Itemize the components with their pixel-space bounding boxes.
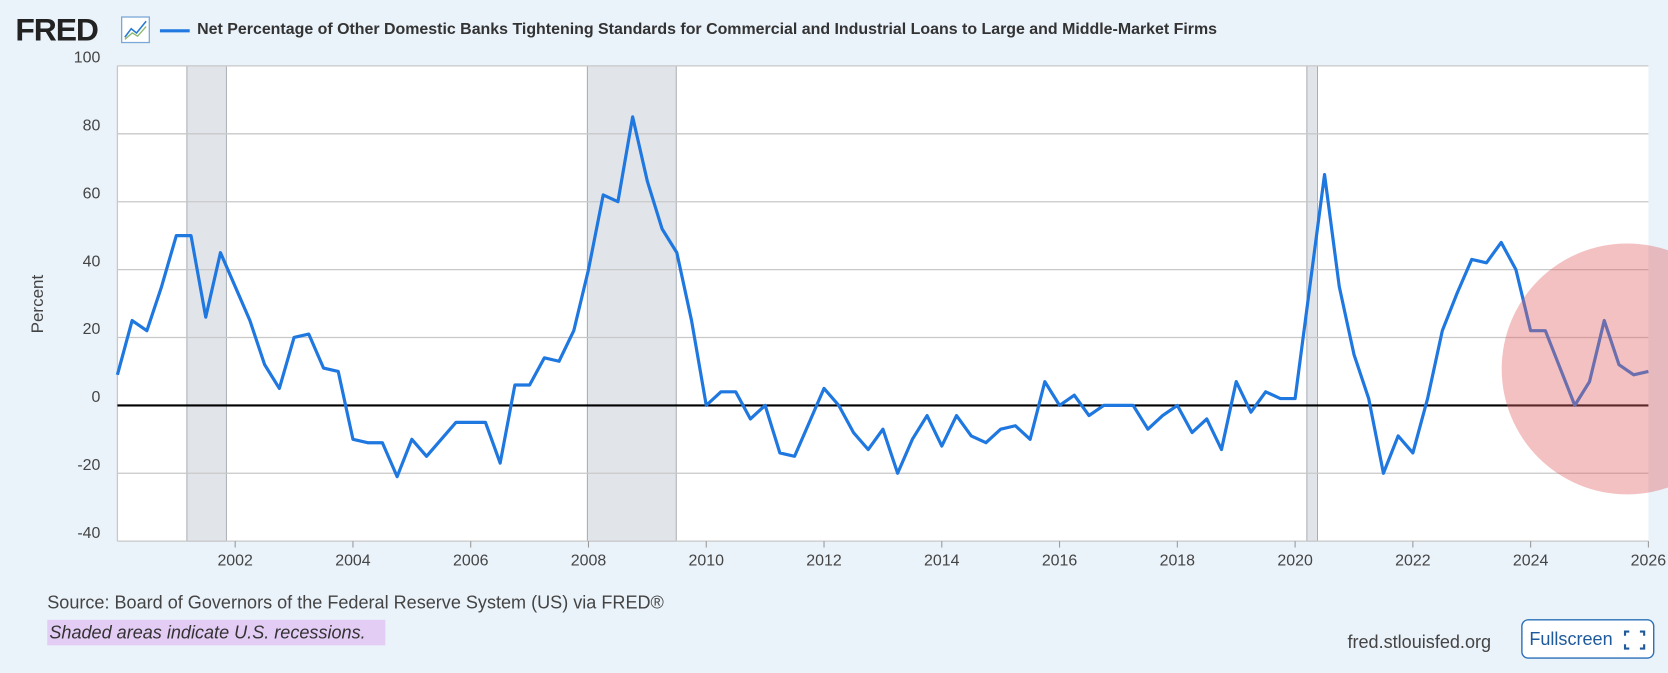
x-tick-label: 2022 — [1395, 553, 1431, 570]
y-tick-label: 60 — [83, 185, 101, 202]
y-tick-label: -40 — [77, 525, 100, 542]
button-icon[interactable] — [1623, 630, 1646, 650]
note-highlight — [47, 619, 386, 646]
y-tick-label: -20 — [77, 457, 100, 474]
button-label[interactable]: Fullscreen — [1529, 629, 1612, 649]
plot-area — [117, 65, 1649, 542]
recession-band — [586, 65, 677, 542]
data-line — [115, 115, 1649, 479]
button-frame[interactable] — [1521, 619, 1655, 659]
source: Source: Board of Governors of the Federa… — [47, 593, 664, 613]
fullscreen-button[interactable]: Fullscreen — [1521, 619, 1655, 659]
x-tick-label: 2014 — [924, 553, 960, 570]
x-tick-label: 2004 — [335, 553, 371, 570]
x-tick-label: 2006 — [453, 553, 489, 570]
x-tick-label: 2026 — [1631, 553, 1667, 570]
x-tick-label: 2024 — [1513, 553, 1549, 570]
x-tick-label: 2016 — [1042, 553, 1078, 570]
y-tick-label: 20 — [83, 321, 101, 338]
x-tick-label: 2012 — [806, 553, 842, 570]
y-tick-label: 0 — [92, 389, 101, 406]
x-tick-label: 2020 — [1277, 553, 1313, 570]
logo: FRED — [15, 11, 98, 47]
y-tick-label: 100 — [74, 50, 101, 67]
highlight-circle — [1501, 243, 1668, 495]
x-tick-label: 2008 — [571, 553, 607, 570]
recession-band — [186, 65, 227, 542]
x-tick-label: 2010 — [689, 553, 725, 570]
note: Shaded areas indicate U.S. recessions. — [49, 622, 365, 642]
y-axis-label: Percent — [28, 275, 47, 334]
site: fred.stlouisfed.org — [1347, 632, 1491, 652]
x-tick-label: 2018 — [1160, 553, 1196, 570]
legend-title: Net Percentage of Other Domestic Banks T… — [197, 21, 1217, 38]
y-tick-label: 80 — [83, 118, 101, 135]
y-tick-label: 40 — [83, 253, 101, 270]
x-tick-label: 2002 — [217, 553, 253, 570]
plot-layer: -40 -20 0 20 40 60 80 100 2002 2004 2006 2008 2010 20… — [74, 50, 1666, 570]
logo-icon — [121, 16, 150, 44]
